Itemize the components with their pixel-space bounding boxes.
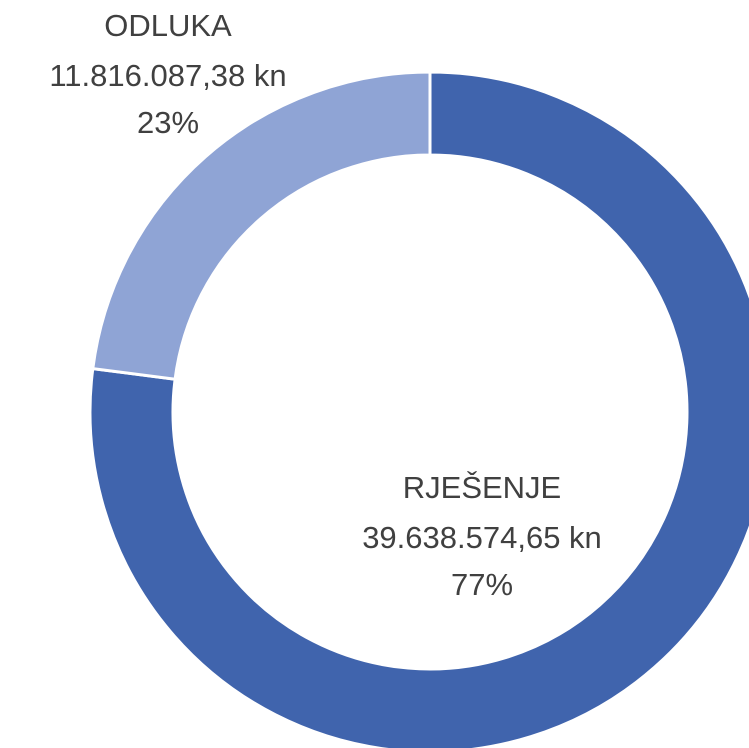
donut-slice (91, 70, 432, 381)
percentage-label: 77% (451, 567, 513, 602)
category-label: ODLUKA (104, 8, 232, 43)
percentage-label: 23% (137, 105, 199, 140)
value-label: 39.638.574,65 kn (362, 520, 602, 555)
donut-slice (88, 70, 749, 748)
category-label: RJEŠENJE (403, 470, 561, 505)
value-label: 11.816.087,38 kn (49, 58, 286, 93)
